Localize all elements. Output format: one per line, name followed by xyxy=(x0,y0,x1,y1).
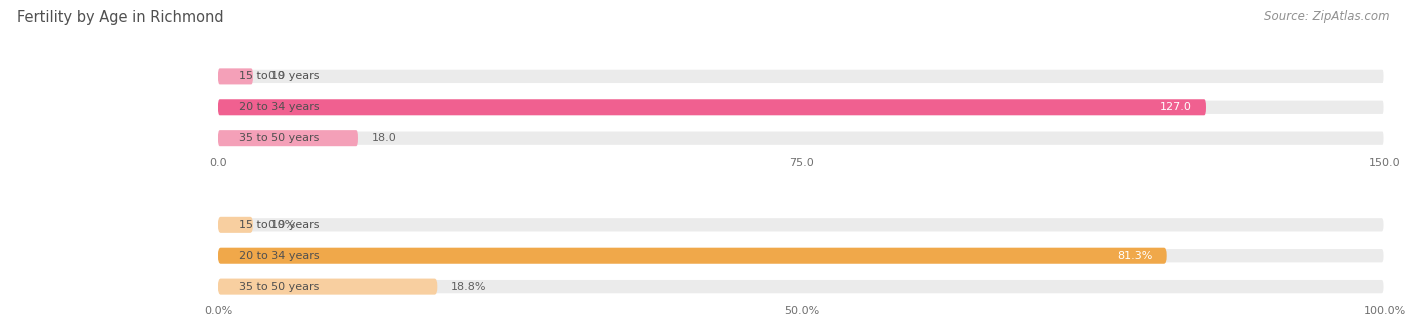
FancyBboxPatch shape xyxy=(218,68,1385,84)
FancyBboxPatch shape xyxy=(218,248,1167,264)
Text: 35 to 50 years: 35 to 50 years xyxy=(239,281,319,292)
Text: 18.8%: 18.8% xyxy=(451,281,486,292)
Text: Source: ZipAtlas.com: Source: ZipAtlas.com xyxy=(1264,10,1389,23)
FancyBboxPatch shape xyxy=(218,217,1385,233)
Text: 0.0%: 0.0% xyxy=(267,220,295,230)
FancyBboxPatch shape xyxy=(218,130,359,146)
Text: 20 to 34 years: 20 to 34 years xyxy=(239,251,319,261)
Text: 15 to 19 years: 15 to 19 years xyxy=(239,220,319,230)
FancyBboxPatch shape xyxy=(218,130,1385,146)
Text: 18.0: 18.0 xyxy=(373,133,396,143)
Text: 20 to 34 years: 20 to 34 years xyxy=(239,102,319,112)
Text: 35 to 50 years: 35 to 50 years xyxy=(239,133,319,143)
FancyBboxPatch shape xyxy=(218,279,437,295)
Text: Fertility by Age in Richmond: Fertility by Age in Richmond xyxy=(17,10,224,25)
Text: 0.0: 0.0 xyxy=(267,71,284,82)
FancyBboxPatch shape xyxy=(218,279,1385,295)
Text: 127.0: 127.0 xyxy=(1160,102,1192,112)
FancyBboxPatch shape xyxy=(218,217,253,233)
FancyBboxPatch shape xyxy=(218,99,1385,115)
Text: 15 to 19 years: 15 to 19 years xyxy=(239,71,319,82)
Text: 81.3%: 81.3% xyxy=(1118,251,1153,261)
FancyBboxPatch shape xyxy=(218,99,1206,115)
FancyBboxPatch shape xyxy=(218,68,253,84)
FancyBboxPatch shape xyxy=(218,248,1385,264)
